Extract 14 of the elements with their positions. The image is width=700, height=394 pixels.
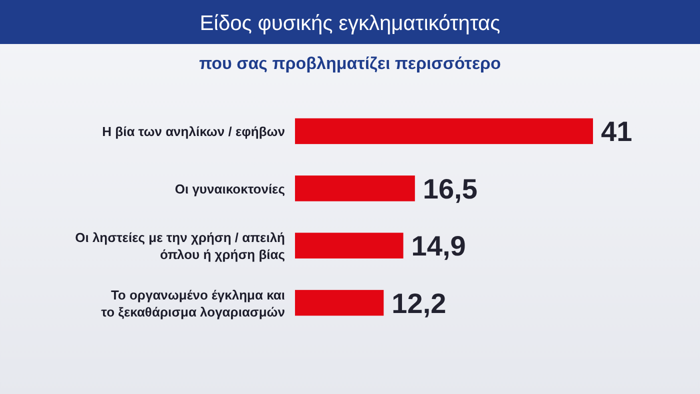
y-tick-label: Οι γυναικοκτονίες [174,181,286,196]
data-label: 14,9 [411,230,466,262]
y-tick-label: Οι ληστείες με την χρήση / απειλή όπλου ή χρήση βίας [75,230,286,262]
y-tick-label: Η βία των ανηλίκων / εφήβων [102,124,285,140]
data-label: 41 [601,116,632,148]
bar [295,290,384,316]
data-label: 16,5 [422,173,478,204]
bar [295,118,593,144]
chart-subtitle: που σας προβληματίζει περισσότερο [199,54,501,73]
data-label: 12,2 [392,288,446,319]
chart-title: Είδος φυσικής εγκληματικότητας [200,12,500,35]
bar [295,176,415,202]
bar [295,232,404,258]
y-tick-label: Το οργανωμένο έγκλημα και το ξεκαθάρισμα λογαριασμών [101,287,286,320]
